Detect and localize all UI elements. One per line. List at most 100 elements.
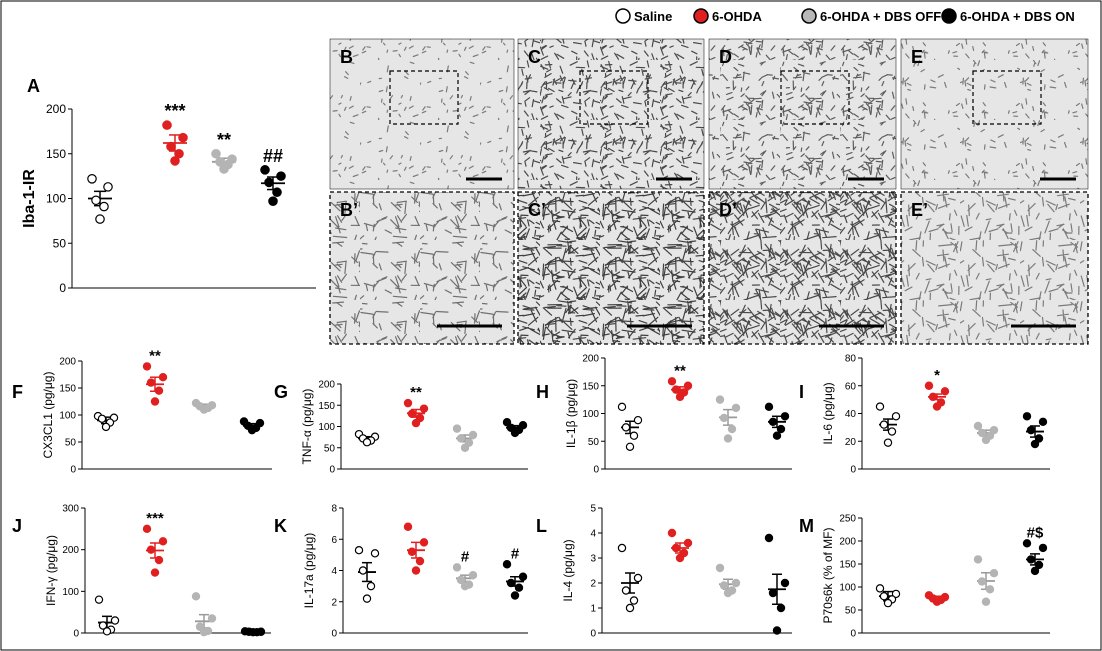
data-point <box>110 616 120 625</box>
data-point <box>1022 539 1032 548</box>
data-point <box>452 424 462 433</box>
data-point <box>468 570 478 580</box>
y-tick-label: 8 <box>331 504 337 515</box>
data-point <box>973 555 983 564</box>
y-axis-label: IL-4 (pg/μg) <box>561 539 575 601</box>
data-point <box>146 545 156 554</box>
data-point <box>625 603 635 613</box>
data-point <box>510 428 520 438</box>
micrograph-panel: B’ <box>329 191 515 345</box>
data-point <box>362 594 372 603</box>
data-point <box>768 588 778 598</box>
data-point <box>667 377 677 386</box>
data-point <box>932 402 942 411</box>
y-tick-label: 6 <box>331 535 337 546</box>
data-point <box>178 132 188 143</box>
y-tick-label: 0 <box>59 281 66 295</box>
panel-letter: J <box>12 516 22 536</box>
data-point <box>456 575 466 585</box>
data-point <box>772 626 782 635</box>
micrograph-image <box>517 38 705 190</box>
data-point <box>973 421 983 431</box>
micrograph-image <box>329 38 515 190</box>
data-point <box>723 588 733 598</box>
significance-marker: ** <box>217 130 231 150</box>
micrograph-panel: C’ <box>517 191 705 345</box>
data-point <box>1030 439 1040 449</box>
legend: Saline 6-OHDA 6-OHDA + DBS OFF 6-OHDA + DBS… <box>615 8 1075 24</box>
significance-marker: #$ <box>1027 524 1044 541</box>
data-point <box>411 566 421 575</box>
data-point <box>211 148 221 159</box>
y-tick-label: 0 <box>590 629 596 640</box>
panel-letter: H <box>536 382 549 402</box>
data-point <box>103 182 113 192</box>
data-point <box>91 195 101 206</box>
significance-marker: ## <box>263 146 283 166</box>
data-point <box>358 566 368 575</box>
data-point <box>403 398 413 408</box>
micrograph-image <box>900 38 1089 190</box>
y-tick-label: 5 <box>590 504 596 515</box>
data-point <box>452 563 462 572</box>
data-point <box>191 592 201 601</box>
data-point <box>675 553 685 563</box>
chart-panel-l: L 0 1 2 3 4 5 IL-4 (pg/μg) <box>536 504 792 640</box>
data-point <box>731 403 741 413</box>
panel-letter: E’ <box>911 200 928 220</box>
data-point <box>879 420 889 429</box>
panel-letter: C <box>528 47 541 67</box>
micrograph-image <box>900 191 1089 345</box>
data-point <box>629 596 639 605</box>
y-tick-label: 50 <box>845 606 857 617</box>
y-tick-label: 300 <box>62 504 79 515</box>
panel-letter: L <box>536 516 547 536</box>
data-point <box>776 603 786 613</box>
y-tick-label: 200 <box>318 380 335 391</box>
data-point <box>1026 425 1036 435</box>
data-point <box>780 412 790 421</box>
data-point <box>166 141 176 152</box>
data-point <box>928 392 938 402</box>
y-tick-label: 200 <box>59 357 76 368</box>
data-point <box>715 395 725 404</box>
chart-panel-f: F 0 50 100 150 200 CX3CL1 (pg/μg) ** <box>12 347 272 476</box>
data-point <box>502 560 512 569</box>
data-point <box>891 589 901 599</box>
zoom-region-box <box>579 70 649 125</box>
data-point <box>94 595 104 604</box>
legend-swatch <box>801 8 817 24</box>
data-point <box>621 586 631 595</box>
legend-swatch <box>615 8 631 24</box>
data-point <box>989 425 999 435</box>
zoom-region-box <box>780 70 850 125</box>
y-tick-label: 100 <box>318 422 335 433</box>
data-point <box>883 438 893 447</box>
data-point <box>415 556 425 566</box>
data-point <box>625 442 635 451</box>
y-tick-label: 2 <box>331 597 337 608</box>
y-axis-label: IL-17a (pg/μg) <box>302 533 316 609</box>
data-point <box>460 443 470 452</box>
data-point <box>985 585 995 594</box>
data-point <box>154 386 164 395</box>
data-point <box>460 581 470 591</box>
data-point <box>407 409 417 418</box>
data-point <box>150 568 160 577</box>
y-tick-label: 100 <box>62 587 79 598</box>
data-point <box>195 622 205 631</box>
data-point <box>162 120 172 130</box>
y-axis-label: IFN-γ (pg/μg) <box>44 535 58 606</box>
panel-letter: K <box>274 516 287 536</box>
data-point <box>621 423 631 432</box>
legend-label: 6-OHDA + DBS OFF <box>820 9 941 24</box>
y-tick-label: 40 <box>845 409 857 420</box>
data-point <box>764 533 774 543</box>
data-point <box>518 572 528 581</box>
data-point <box>924 381 934 390</box>
micrograph-panel: D <box>708 38 897 190</box>
data-point <box>199 627 209 637</box>
y-tick-label: 0 <box>70 465 76 476</box>
y-tick-label: 250 <box>839 514 856 525</box>
data-point <box>887 427 897 436</box>
